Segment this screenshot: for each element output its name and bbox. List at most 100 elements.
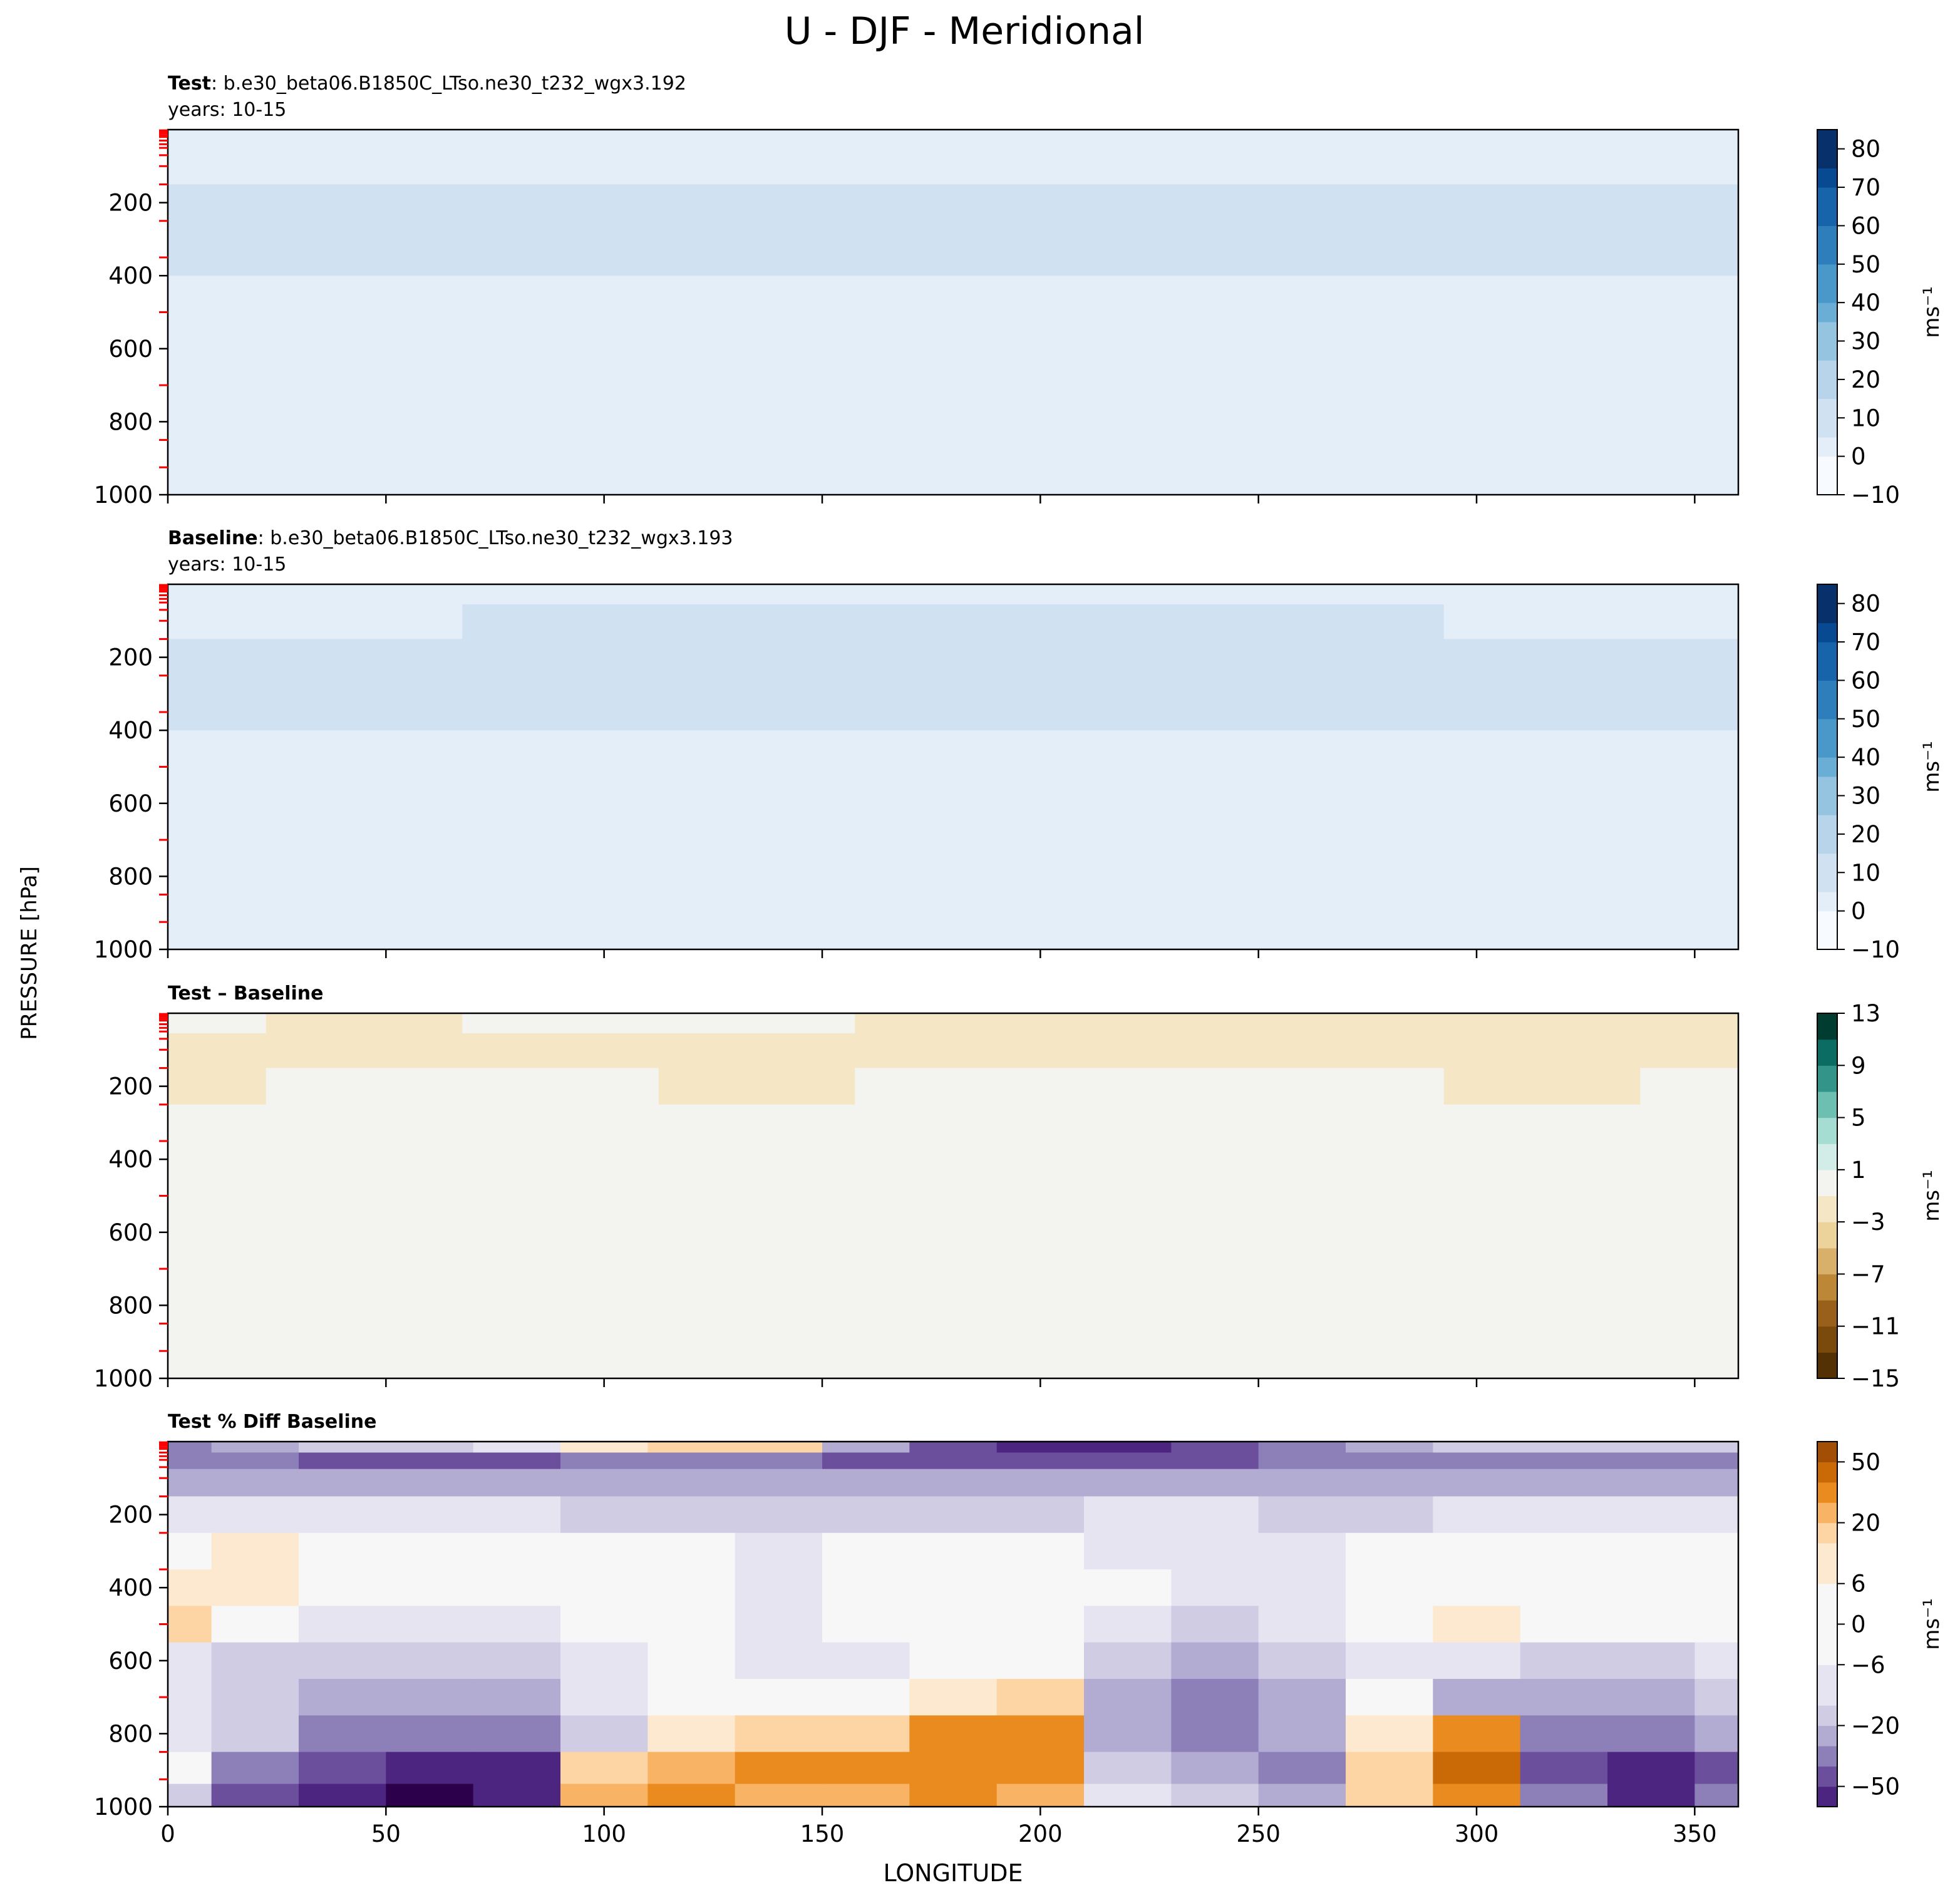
- heatmap-cell: [266, 803, 463, 868]
- heatmap-cell: [1258, 1715, 1346, 1753]
- heatmap-cell: [168, 1452, 212, 1470]
- heatmap-cell: [855, 130, 1052, 150]
- heatmap-cell: [168, 412, 267, 459]
- colorbar-band: [1817, 815, 1837, 835]
- x-tick-label: 200: [1018, 1820, 1063, 1847]
- heatmap-cell: [168, 1569, 212, 1606]
- heatmap-cell: [473, 1569, 561, 1606]
- heatmap-cell: [1443, 639, 1641, 676]
- heatmap-cell: [266, 220, 463, 276]
- heatmap-cell: [1607, 1496, 1695, 1534]
- heatmap-cell: [1443, 803, 1641, 868]
- heatmap-cell: [1051, 1068, 1248, 1105]
- colorbar-band: [1817, 757, 1837, 777]
- colorbar-tick-label: −6: [1851, 1651, 1885, 1678]
- colorbar-tick-label: 30: [1851, 783, 1880, 810]
- heatmap-cell: [168, 912, 267, 949]
- colorbar-tick-label: 40: [1851, 289, 1880, 316]
- heatmap-cell: [1051, 1159, 1248, 1233]
- colorbar-band: [1817, 776, 1837, 797]
- heatmap-cell: [168, 1068, 267, 1105]
- heatmap-cell: [299, 1469, 386, 1497]
- heatmap-cell: [1084, 1715, 1172, 1753]
- y-tick-label: 200: [108, 644, 153, 671]
- heatmap-cell: [1640, 867, 1738, 914]
- heatmap-cell: [1694, 1442, 1738, 1453]
- heatmap-cell: [462, 1013, 659, 1034]
- heatmap-cell: [1694, 1469, 1738, 1497]
- colorbar-band: [1817, 321, 1837, 342]
- y-tick-label: 800: [108, 408, 153, 435]
- heatmap-cell: [1443, 1232, 1641, 1297]
- heatmap-cell: [211, 1469, 299, 1497]
- heatmap-cell: [266, 184, 463, 222]
- heatmap-cell: [386, 1784, 474, 1807]
- heatmap-cell: [735, 1678, 823, 1716]
- colorbar-band: [1817, 642, 1837, 662]
- y-tick-label: 200: [108, 1073, 153, 1100]
- heatmap-cell: [1443, 1013, 1641, 1034]
- colorbar-band: [1817, 1522, 1837, 1544]
- panel-subtitle-baseline: years: 10-15: [168, 554, 286, 576]
- heatmap-cell: [473, 1452, 561, 1470]
- heatmap-cell: [1258, 1752, 1346, 1785]
- heatmap-cell: [855, 1341, 1052, 1378]
- heatmap-cell: [909, 1784, 998, 1807]
- heatmap-cell: [1247, 348, 1445, 413]
- colorbar-band: [1817, 622, 1837, 643]
- heatmap-cell: [658, 1068, 855, 1105]
- heatmap-cell: [996, 1532, 1085, 1570]
- heatmap-cell: [1346, 1642, 1433, 1680]
- heatmap-cell: [658, 220, 855, 276]
- colorbar-tick-label: 1: [1851, 1157, 1866, 1184]
- x-tick-label: 250: [1236, 1820, 1281, 1847]
- heatmap-cell: [822, 1569, 910, 1606]
- heatmap-cell: [1640, 604, 1738, 640]
- heatmap-cell: [1247, 1232, 1445, 1297]
- y-tick-label: 800: [108, 863, 153, 890]
- heatmap-cell: [462, 730, 659, 804]
- heatmap-cell: [266, 1341, 463, 1378]
- heatmap-cell: [168, 220, 267, 276]
- y-tick-label: 600: [108, 1648, 153, 1675]
- heatmap-cell: [1346, 1442, 1433, 1453]
- heatmap-cell: [1346, 1606, 1433, 1643]
- heatmap-cell: [1433, 1569, 1521, 1606]
- heatmap-cell: [168, 803, 267, 868]
- heatmap-cell: [1433, 1532, 1521, 1570]
- heatmap-cell: [1443, 220, 1641, 276]
- heatmap-cell: [996, 1752, 1085, 1785]
- heatmap-cell: [462, 1033, 659, 1069]
- heatmap-cell: [855, 1232, 1052, 1297]
- heatmap-cell: [1051, 1033, 1248, 1069]
- heatmap-cell: [1258, 1569, 1346, 1606]
- heatmap-cell: [1640, 1068, 1738, 1105]
- heatmap-cell: [735, 1532, 823, 1570]
- heatmap-cell: [266, 1068, 463, 1105]
- heatmap-cell: [1346, 1752, 1433, 1785]
- heatmap-cell: [168, 1442, 212, 1453]
- heatmap-cell: [996, 1606, 1085, 1643]
- x-tick-label: 0: [160, 1820, 175, 1847]
- heatmap-cell: [909, 1452, 998, 1470]
- colorbar-tick-label: −7: [1851, 1261, 1885, 1288]
- heatmap-cell: [855, 184, 1052, 222]
- heatmap-cell: [168, 730, 267, 804]
- heatmap-cell: [266, 1296, 463, 1343]
- colorbar-band: [1817, 1604, 1837, 1625]
- heatmap-cell: [1607, 1569, 1695, 1606]
- heatmap-cell: [1433, 1678, 1521, 1716]
- heatmap-cell: [855, 1068, 1052, 1105]
- colorbar-tick-label: 9: [1851, 1052, 1866, 1079]
- heatmap-diff: [168, 1013, 1738, 1378]
- heatmap-cell: [1694, 1752, 1738, 1785]
- heatmap-cell: [1640, 639, 1738, 676]
- colorbar-band: [1817, 475, 1837, 495]
- colorbar-band: [1817, 1169, 1837, 1197]
- heatmap-cell: [462, 1104, 659, 1160]
- heatmap-cell: [168, 1033, 267, 1069]
- heatmap-cell: [1443, 867, 1641, 914]
- heatmap-cell: [1247, 675, 1445, 731]
- heatmap-cell: [1051, 1341, 1248, 1378]
